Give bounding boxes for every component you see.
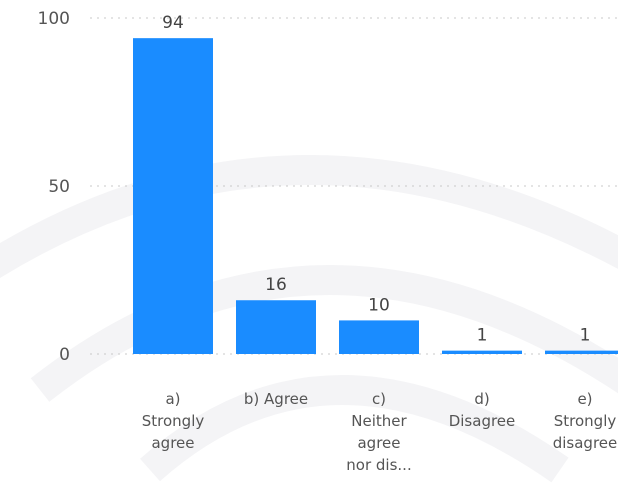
category-label-line: nor dis... — [346, 456, 411, 474]
y-tick-label: 0 — [59, 345, 70, 365]
category-label-line: agree — [357, 434, 400, 452]
category-label-line: b) Agree — [244, 390, 308, 408]
category-label-line: agree — [151, 434, 194, 452]
category-label-line: c) — [372, 390, 386, 408]
category-label-line: Strongly — [142, 412, 205, 430]
bar — [236, 300, 316, 354]
bar — [133, 38, 213, 354]
data-label: 1 — [477, 326, 488, 346]
category-label-line: a) — [165, 390, 180, 408]
data-label: 16 — [265, 275, 287, 295]
bar — [442, 350, 522, 354]
data-label: 1 — [580, 326, 591, 346]
category-label-line: e) — [577, 390, 592, 408]
category-label: e) Strongly disagree — [553, 390, 618, 452]
category-label-line: d) — [474, 390, 489, 408]
bar — [339, 320, 419, 354]
category-label-line: disagree — [553, 434, 618, 452]
bar — [545, 350, 618, 354]
category-label-line: Neither — [351, 412, 407, 430]
category-label: c) Neither agree nor dis... — [346, 390, 411, 474]
data-label: 10 — [368, 295, 390, 315]
category-label: b) Agree — [244, 390, 308, 408]
data-label: 94 — [162, 13, 184, 33]
y-tick-label: 100 — [38, 9, 70, 29]
category-label-line: Strongly — [554, 412, 617, 430]
category-label-line: Disagree — [449, 412, 516, 430]
category-label: a) Strongly agree — [142, 390, 205, 452]
y-tick-label: 50 — [48, 177, 70, 197]
category-label: d) Disagree — [449, 390, 516, 430]
